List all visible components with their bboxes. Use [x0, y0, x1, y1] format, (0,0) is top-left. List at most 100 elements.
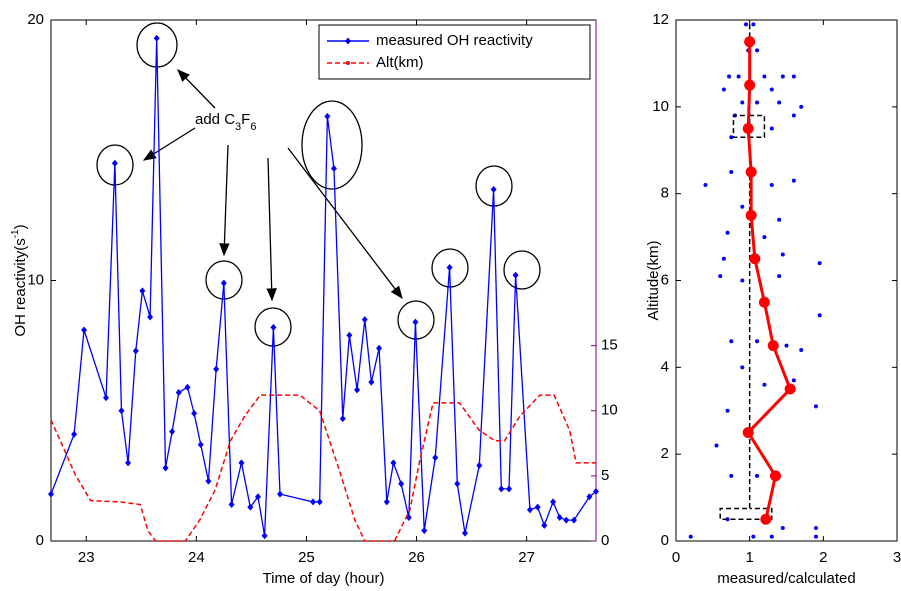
point [725, 517, 730, 522]
point [570, 516, 577, 524]
series-line [50, 394, 596, 542]
highlight-circle [301, 100, 363, 190]
annotation-part: 6 [250, 121, 256, 133]
point [817, 313, 822, 318]
x-tick-label: 27 [518, 549, 535, 566]
annotation-part: add C [195, 111, 235, 128]
point [383, 498, 390, 506]
point [339, 415, 346, 423]
point [745, 209, 757, 221]
point [526, 506, 533, 514]
point [799, 347, 804, 352]
series-line [719, 24, 773, 521]
point [758, 296, 770, 308]
point [749, 253, 761, 265]
x-tick-label: 25 [298, 549, 315, 566]
point [714, 443, 719, 448]
point [346, 331, 353, 339]
point [791, 178, 796, 183]
point [755, 48, 760, 53]
y-axis-label-part: -1 [10, 229, 21, 238]
point [421, 527, 428, 535]
point [586, 493, 593, 501]
point [791, 378, 796, 383]
arrow [142, 127, 196, 161]
y2-tick-label: 15 [601, 337, 618, 354]
point [762, 382, 767, 387]
point [390, 459, 397, 467]
point [412, 318, 419, 326]
annotation-part: 3 [235, 121, 241, 133]
x-axis-label: measured/calculated [717, 570, 855, 587]
point [277, 490, 284, 498]
point [139, 287, 146, 295]
arrow [177, 69, 216, 109]
point [813, 404, 818, 409]
point [361, 316, 368, 324]
point [354, 386, 361, 394]
point [755, 473, 760, 478]
point [744, 36, 756, 48]
arrow [219, 144, 230, 257]
point [184, 383, 191, 391]
point [153, 34, 160, 42]
point [330, 164, 337, 172]
point [476, 461, 483, 469]
point [111, 159, 118, 167]
point [247, 503, 254, 511]
point [498, 485, 505, 493]
point [742, 123, 754, 135]
point [740, 278, 745, 283]
y2-tick-label: 0 [601, 532, 609, 549]
point [534, 503, 541, 511]
point [270, 323, 277, 331]
legend-label: Alt(km) [376, 54, 424, 71]
point [813, 534, 818, 539]
point [740, 100, 745, 105]
y-tick-label: 12 [652, 11, 669, 28]
point [762, 74, 767, 79]
point [799, 104, 804, 109]
point [817, 261, 822, 266]
point [454, 480, 461, 488]
point [550, 498, 557, 506]
point [791, 74, 796, 79]
x-tick-label: 3 [893, 549, 901, 566]
y-axis-label: Altitude(km) [645, 240, 662, 320]
y-axis-label-part: OH reactivity(s [12, 238, 29, 336]
point [432, 454, 439, 462]
point [563, 516, 570, 524]
point [743, 22, 748, 27]
point [777, 274, 782, 279]
y-tick-label: 2 [661, 445, 669, 462]
point [780, 252, 785, 257]
y-axis-label-part: ) [12, 224, 29, 229]
point [703, 182, 708, 187]
point [368, 378, 375, 386]
y-axis-label-part: Altitude(km) [645, 240, 662, 320]
point [169, 428, 176, 436]
point [813, 525, 818, 530]
y-tick-label: 6 [661, 271, 669, 288]
point [751, 534, 756, 539]
y-tick-label: 0 [661, 532, 669, 549]
point [541, 521, 548, 529]
point [205, 477, 212, 485]
point [125, 459, 132, 467]
point [490, 185, 497, 193]
x-tick-label: 2 [819, 549, 827, 566]
point [736, 74, 741, 79]
annotation: add C3F6 [195, 111, 256, 133]
point [688, 534, 693, 539]
point [769, 182, 774, 187]
point [81, 326, 88, 334]
point [213, 365, 220, 373]
point [220, 279, 227, 287]
point [769, 534, 774, 539]
point [742, 426, 754, 438]
point [777, 100, 782, 105]
point [316, 498, 323, 506]
y2-tick-label: 10 [601, 402, 618, 419]
point [769, 126, 774, 131]
